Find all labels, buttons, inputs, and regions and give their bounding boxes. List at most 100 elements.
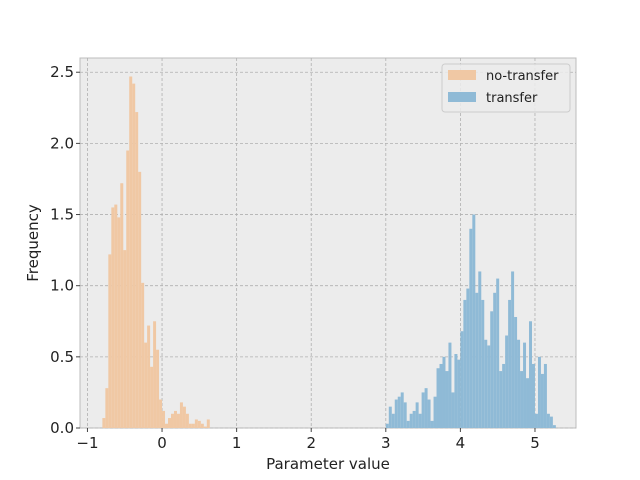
bar-no-transfer — [108, 254, 112, 428]
bar-no-transfer — [144, 342, 148, 428]
bar-no-transfer — [185, 413, 189, 428]
bar-no-transfer — [200, 423, 204, 428]
y-tick-label: 1.5 — [50, 206, 74, 224]
bar-transfer — [406, 420, 410, 428]
bar-no-transfer — [141, 282, 145, 428]
bar-transfer — [436, 368, 440, 428]
legend-swatch-no-transfer — [448, 70, 476, 80]
bar-transfer — [439, 363, 443, 428]
x-tick-label: 3 — [381, 434, 391, 452]
bar-transfer — [475, 292, 479, 428]
bar-no-transfer — [170, 413, 174, 428]
bar-no-transfer — [138, 171, 142, 428]
bar-transfer — [394, 399, 398, 428]
bar-transfer — [466, 288, 470, 428]
bar-no-transfer — [159, 399, 163, 428]
bar-transfer — [427, 399, 431, 428]
bar-transfer — [391, 413, 395, 428]
bar-transfer — [496, 278, 500, 428]
bar-no-transfer — [132, 83, 136, 428]
bar-transfer — [552, 425, 556, 428]
bar-transfer — [546, 413, 550, 428]
bar-transfer — [502, 363, 506, 428]
bar-no-transfer — [156, 349, 160, 428]
x-tick-label: 4 — [456, 434, 466, 452]
legend-label-transfer: transfer — [486, 91, 538, 106]
bar-transfer — [505, 335, 509, 428]
bar-transfer — [493, 292, 497, 428]
bar-transfer — [445, 371, 449, 428]
bar-transfer — [537, 356, 541, 428]
bar-no-transfer — [114, 204, 118, 428]
bar-no-transfer — [182, 406, 186, 428]
bar-transfer — [469, 228, 473, 428]
x-tick-label: 5 — [530, 434, 540, 452]
bar-transfer — [415, 402, 419, 428]
bar-no-transfer — [191, 423, 195, 428]
bar-transfer — [424, 388, 428, 428]
bar-no-transfer — [129, 76, 133, 428]
bar-transfer — [540, 373, 544, 428]
bar-transfer — [534, 413, 538, 428]
x-axis-ticks: −1 0 1 2 3 4 5 — [76, 428, 540, 452]
bar-transfer — [508, 299, 512, 428]
legend-label-no-transfer: no-transfer — [486, 69, 559, 84]
bar-transfer — [478, 271, 482, 428]
bar-no-transfer — [147, 325, 151, 428]
bar-transfer — [421, 392, 425, 428]
x-tick-label: 1 — [232, 434, 242, 452]
bar-no-transfer — [194, 419, 198, 428]
bar-transfer — [385, 423, 389, 428]
x-tick-label: 0 — [157, 434, 167, 452]
histogram-bars — [102, 76, 556, 429]
bar-transfer — [481, 299, 485, 428]
bar-no-transfer — [168, 418, 171, 428]
bar-transfer — [400, 392, 404, 428]
bar-transfer — [388, 406, 392, 428]
bar-no-transfer — [123, 250, 127, 428]
bar-transfer — [463, 299, 467, 428]
bar-transfer — [454, 354, 458, 428]
bar-transfer — [511, 271, 515, 428]
y-tick-label: 1.0 — [50, 277, 74, 295]
bar-transfer — [460, 331, 464, 428]
bar-no-transfer — [126, 150, 130, 428]
bar-transfer — [451, 392, 455, 428]
bar-transfer — [523, 342, 527, 428]
x-tick-label: 2 — [306, 434, 316, 452]
bar-transfer — [514, 317, 518, 428]
bar-transfer — [472, 214, 476, 428]
bar-transfer — [520, 371, 524, 428]
bar-transfer — [499, 371, 503, 428]
x-axis-label: Parameter value — [266, 455, 390, 473]
bar-transfer — [543, 363, 547, 428]
bar-no-transfer — [162, 410, 166, 428]
bar-no-transfer — [102, 418, 106, 428]
bar-transfer — [442, 356, 446, 428]
legend: no-transfer transfer — [441, 63, 571, 113]
bar-transfer — [490, 311, 494, 428]
bar-transfer — [529, 321, 532, 428]
bar-no-transfer — [173, 410, 177, 428]
bar-transfer — [526, 378, 530, 428]
bar-transfer — [549, 416, 553, 428]
x-gridlines — [87, 58, 536, 428]
bar-no-transfer — [203, 426, 207, 428]
bar-no-transfer — [165, 423, 169, 428]
bar-transfer — [457, 359, 461, 428]
bar-transfer — [409, 413, 413, 428]
bar-transfer — [517, 339, 521, 428]
bar-no-transfer — [206, 419, 210, 428]
bar-no-transfer — [117, 217, 121, 428]
bar-no-transfer — [105, 388, 109, 428]
bar-no-transfer — [111, 207, 115, 428]
bar-no-transfer — [176, 413, 180, 428]
bar-transfer — [487, 345, 491, 428]
bar-no-transfer — [197, 420, 201, 428]
bar-no-transfer — [179, 402, 183, 428]
y-axis-ticks: 0.0 0.5 1.0 1.5 2.0 2.5 — [50, 63, 80, 437]
y-axis-label: Frequency — [24, 204, 42, 282]
bar-transfer — [448, 342, 452, 428]
bar-transfer — [484, 339, 488, 428]
